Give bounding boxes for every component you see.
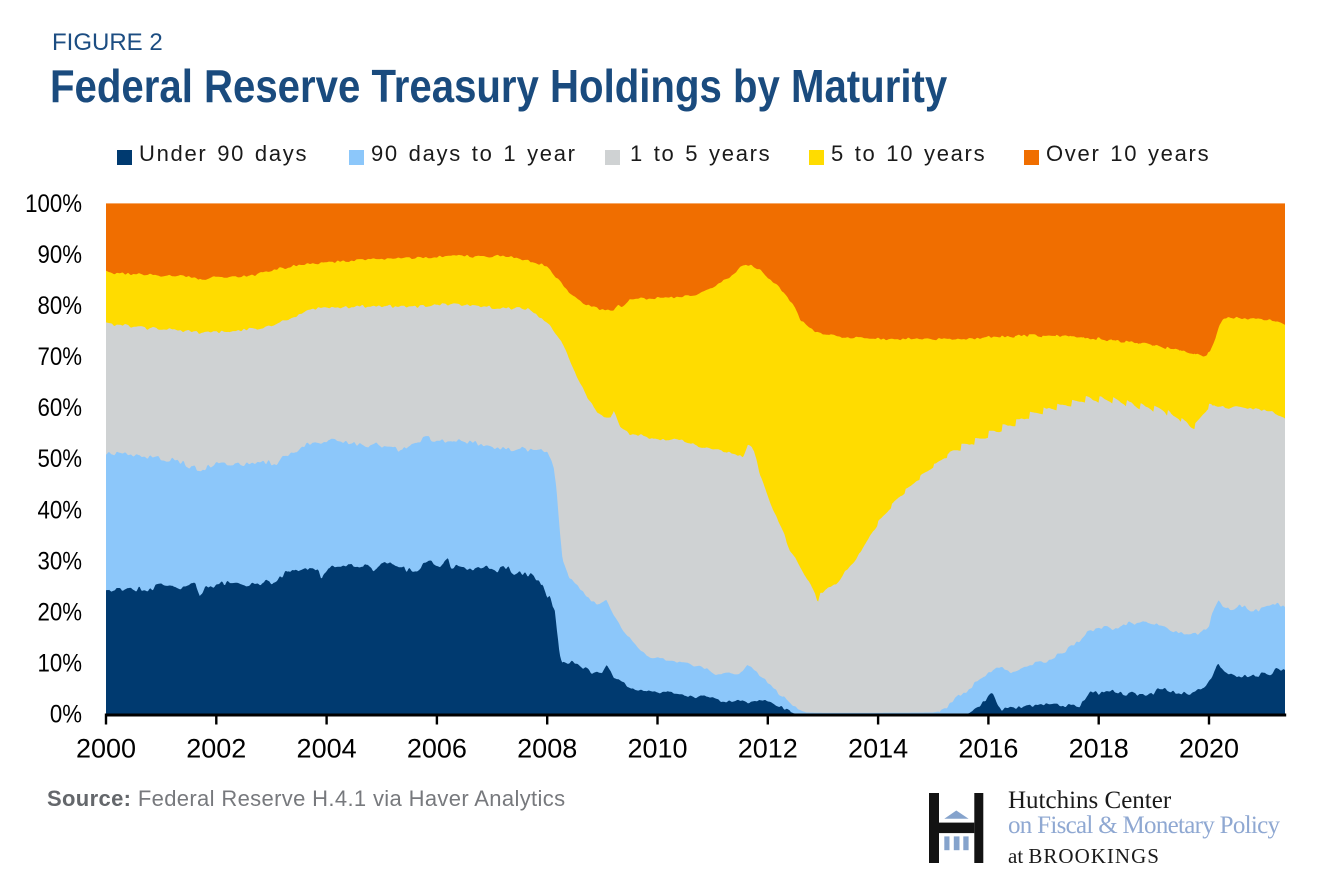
svg-text:60%: 60% <box>38 394 83 422</box>
svg-text:2018: 2018 <box>1069 734 1129 764</box>
svg-text:2012: 2012 <box>738 734 798 764</box>
svg-text:2014: 2014 <box>848 734 908 764</box>
svg-text:2020: 2020 <box>1179 734 1239 764</box>
svg-text:2010: 2010 <box>627 734 687 764</box>
svg-text:0%: 0% <box>50 700 82 728</box>
svg-text:70%: 70% <box>38 343 83 371</box>
svg-text:90%: 90% <box>38 241 83 269</box>
svg-text:2006: 2006 <box>407 734 467 764</box>
svg-text:50%: 50% <box>38 445 83 473</box>
svg-text:20%: 20% <box>38 598 83 626</box>
svg-text:40%: 40% <box>38 496 83 524</box>
svg-text:2000: 2000 <box>76 734 136 764</box>
svg-text:2008: 2008 <box>517 734 577 764</box>
svg-text:2016: 2016 <box>958 734 1018 764</box>
svg-text:10%: 10% <box>38 649 83 677</box>
svg-text:30%: 30% <box>38 547 83 575</box>
svg-text:2002: 2002 <box>186 734 246 764</box>
svg-text:2004: 2004 <box>297 734 357 764</box>
svg-text:100%: 100% <box>25 190 82 218</box>
svg-text:80%: 80% <box>38 292 83 320</box>
